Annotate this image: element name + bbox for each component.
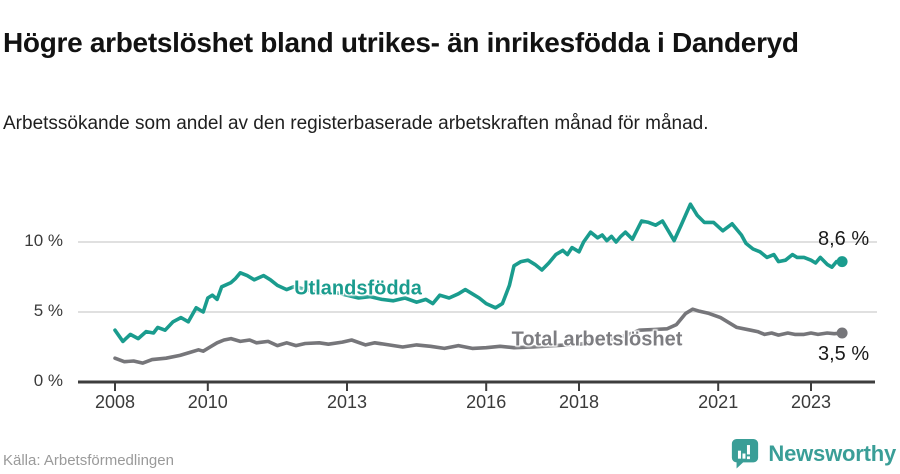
x-tick-label: 2013 <box>326 392 368 412</box>
x-tick-label: 2023 <box>790 392 832 412</box>
newsworthy-wordmark: Newsworthy <box>768 440 896 466</box>
x-tick-label: 2021 <box>698 392 739 412</box>
newsworthy-bar-chart-icon <box>732 438 759 469</box>
x-tick-label: 2018 <box>558 392 600 412</box>
newsworthy-logo[interactable]: Newsworthy <box>730 438 896 469</box>
x-tick-label: 2010 <box>187 392 228 412</box>
y-tick-label: 10 % <box>24 231 63 250</box>
series-end-dot <box>836 327 848 339</box>
series-end-dot <box>836 256 848 268</box>
series-line <box>113 202 844 344</box>
source-note: Källa: Arbetsförmedlingen <box>3 452 174 469</box>
x-tick-label: 2016 <box>466 392 507 412</box>
x-tick-label: 2008 <box>94 392 136 412</box>
y-tick-label: 5 % <box>33 301 63 320</box>
y-tick-label: 0 % <box>33 371 63 390</box>
series-line <box>113 307 844 365</box>
end-value-total: 3,5 % <box>818 343 870 365</box>
chart-subtitle: Arbetssökande som andel av den registerb… <box>3 113 709 134</box>
chart-title: Högre arbetslöshet bland utrikes- än inr… <box>3 26 799 58</box>
series-label-utlandsfodda: Utlandsfödda <box>294 277 422 300</box>
end-value-utlandsfodda: 8,6 % <box>818 228 870 250</box>
series-label-total-arbetsloshet: Total arbetslöshet <box>511 328 683 351</box>
